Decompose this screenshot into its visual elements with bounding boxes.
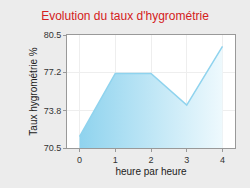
svg-text:1: 1 <box>113 155 118 165</box>
svg-text:Taux hygrométrie %: Taux hygrométrie % <box>28 47 39 135</box>
svg-text:77.2: 77.2 <box>44 67 62 77</box>
svg-text:heure par heure: heure par heure <box>115 166 187 177</box>
svg-text:0: 0 <box>77 155 82 165</box>
svg-text:4: 4 <box>220 155 225 165</box>
svg-text:73.8: 73.8 <box>44 106 62 116</box>
svg-text:Evolution du taux d'hygrométri: Evolution du taux d'hygrométrie <box>41 9 209 23</box>
svg-text:80.5: 80.5 <box>44 30 62 40</box>
svg-text:2: 2 <box>148 155 153 165</box>
svg-text:3: 3 <box>184 155 189 165</box>
svg-text:70.5: 70.5 <box>44 143 62 153</box>
